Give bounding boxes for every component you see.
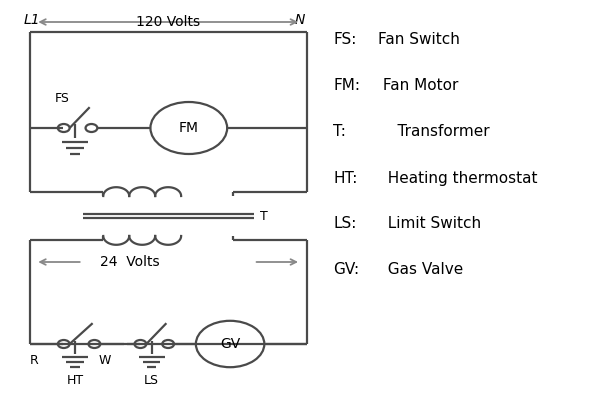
Text: Limit Switch: Limit Switch [378, 216, 481, 232]
Text: Transformer: Transformer [378, 124, 489, 140]
Text: FM:: FM: [333, 78, 360, 94]
Text: N: N [295, 13, 306, 27]
Text: Gas Valve: Gas Valve [378, 262, 463, 278]
Text: Heating thermostat: Heating thermostat [378, 170, 537, 186]
Text: GV:: GV: [333, 262, 359, 278]
Text: Fan Motor: Fan Motor [378, 78, 458, 94]
Text: T: T [260, 210, 267, 222]
Text: 120 Volts: 120 Volts [136, 15, 200, 29]
Text: GV: GV [220, 337, 240, 351]
Text: FS: FS [54, 92, 70, 104]
Text: R: R [30, 354, 38, 367]
Text: FM: FM [179, 121, 199, 135]
Text: HT: HT [66, 374, 84, 387]
Text: LS:: LS: [333, 216, 357, 232]
Text: 24  Volts: 24 Volts [100, 255, 160, 269]
Text: W: W [99, 354, 111, 367]
Text: HT:: HT: [333, 170, 358, 186]
Text: T:: T: [333, 124, 346, 140]
Text: Fan Switch: Fan Switch [378, 32, 460, 48]
Text: LS: LS [144, 374, 159, 387]
Text: FS:: FS: [333, 32, 357, 48]
Text: L1: L1 [24, 13, 40, 27]
